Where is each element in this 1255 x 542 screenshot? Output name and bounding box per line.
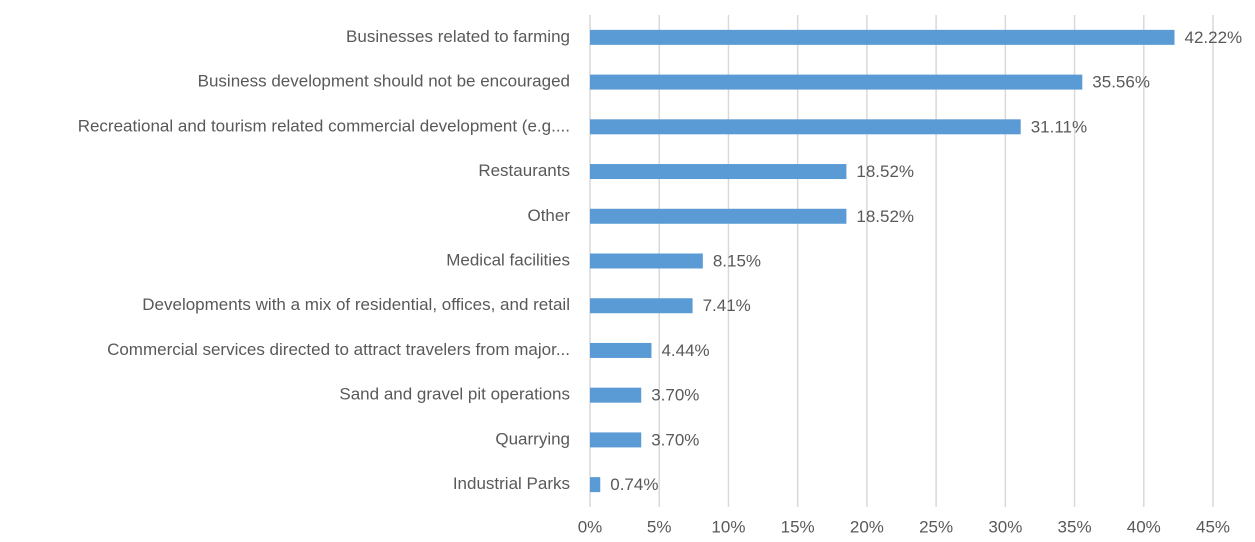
x-tick-label: 0%: [578, 517, 603, 536]
x-tick-label: 40%: [1127, 517, 1161, 536]
y-tick-label: Restaurants: [478, 161, 570, 180]
value-label: 31.11%: [1031, 117, 1087, 136]
bar: [590, 342, 652, 358]
y-tick-label: Developments with a mix of residential, …: [142, 295, 570, 314]
bar: [590, 298, 693, 314]
bar: [590, 119, 1021, 135]
x-tick-label: 5%: [647, 517, 672, 536]
bar: [590, 253, 703, 269]
bar: [590, 477, 601, 493]
x-tick-label: 35%: [1058, 517, 1092, 536]
y-tick-label: Medical facilities: [446, 250, 570, 269]
value-label: 18.52%: [856, 207, 914, 226]
value-label: 8.15%: [713, 251, 761, 270]
value-label: 0.74%: [610, 475, 658, 494]
x-tick-label: 20%: [850, 517, 884, 536]
value-label: 7.41%: [703, 296, 751, 315]
value-label: 35.56%: [1092, 73, 1150, 92]
y-tick-label: Industrial Parks: [453, 474, 570, 493]
y-tick-label: Commercial services directed to attract …: [107, 340, 570, 359]
y-tick-label: Sand and gravel pit operations: [339, 385, 570, 404]
y-tick-label: Businesses related to farming: [346, 27, 570, 46]
x-tick-label: 30%: [988, 517, 1022, 536]
y-tick-label: Recreational and tourism related commerc…: [78, 116, 570, 135]
value-label: 3.70%: [651, 430, 699, 449]
value-label: 4.44%: [661, 341, 709, 360]
value-label: 42.22%: [1185, 28, 1243, 47]
x-tick-label: 45%: [1196, 517, 1230, 536]
bar: [590, 387, 642, 403]
value-label: 18.52%: [856, 162, 914, 181]
x-tick-label: 15%: [781, 517, 815, 536]
bar: [590, 74, 1083, 90]
y-tick-label: Other: [527, 206, 570, 225]
bar: [590, 432, 642, 448]
bar: [590, 29, 1175, 45]
y-tick-label: Business development should not be encou…: [198, 72, 570, 91]
y-tick-label: Quarrying: [495, 429, 570, 448]
x-tick-label: 25%: [919, 517, 953, 536]
value-label: 3.70%: [651, 386, 699, 405]
bar: [590, 164, 847, 180]
x-tick-label: 10%: [711, 517, 745, 536]
bar: [590, 208, 847, 224]
